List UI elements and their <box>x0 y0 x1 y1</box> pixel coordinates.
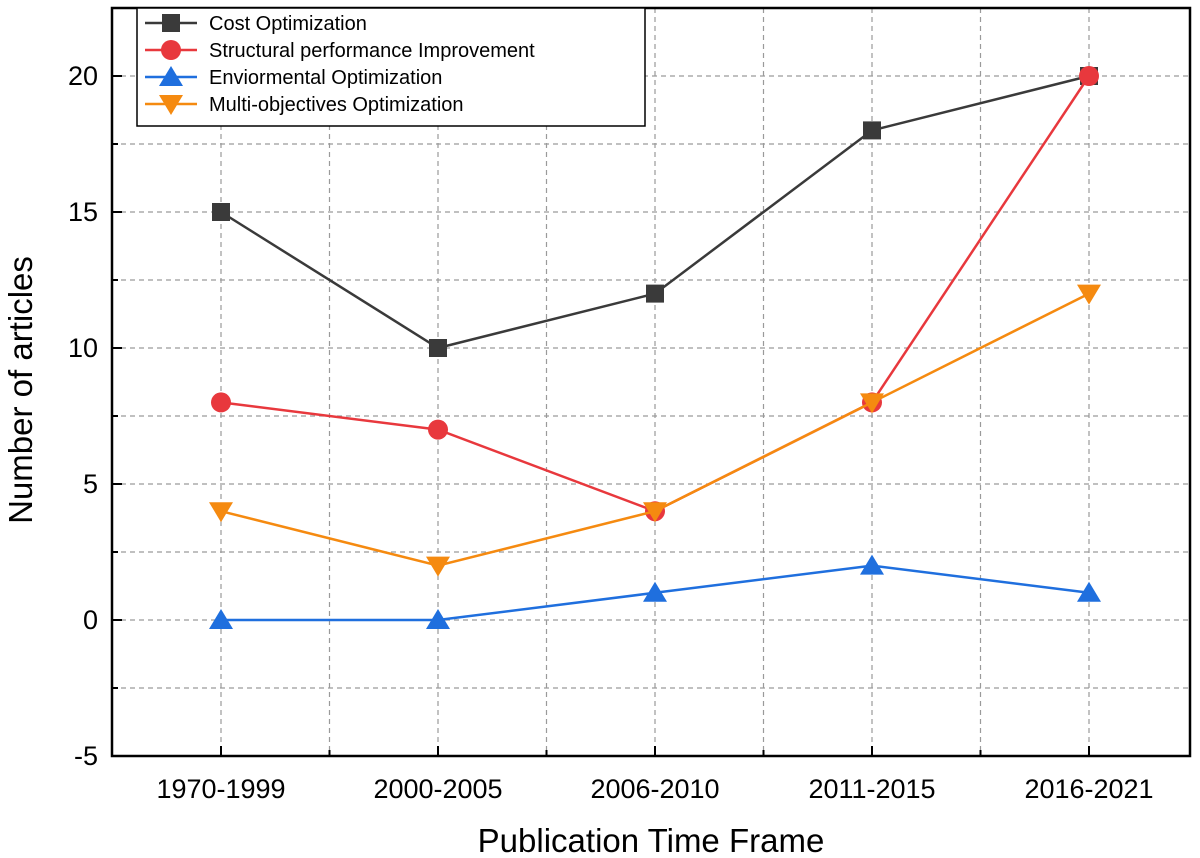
legend-item: Structural performance Improvement <box>145 40 535 62</box>
series-3 <box>209 284 1101 577</box>
y-axis-title: Number of articles <box>2 256 39 524</box>
legend-item: Cost Optimization <box>145 13 367 35</box>
data-point <box>643 581 667 602</box>
legend-marker <box>159 66 183 86</box>
data-point <box>211 392 231 413</box>
x-axis-title: Publication Time Frame <box>478 822 825 858</box>
axis-ticks: -5 0 5 10 15 20 1970-1999 2000-2005 2006-2010 201… <box>68 7 1154 804</box>
legend: Cost Optimization Structural performance … <box>136 7 646 127</box>
data-point <box>860 393 884 414</box>
series-layer <box>209 66 1101 629</box>
legend-box <box>136 7 646 127</box>
x-tick-label: 2011-2015 <box>808 774 935 804</box>
data-point <box>428 419 448 440</box>
legend-label: Enviormental Optimization <box>209 67 442 89</box>
x-tick-label: 2006-2010 <box>590 774 719 804</box>
grid-lines <box>112 8 1190 756</box>
legend-item: Enviormental Optimization <box>145 66 442 89</box>
data-point <box>863 121 881 140</box>
data-point <box>1079 66 1099 86</box>
data-point <box>209 502 233 523</box>
data-point <box>1077 581 1101 602</box>
data-point <box>1077 284 1101 305</box>
data-point <box>209 609 233 629</box>
data-point <box>643 502 667 523</box>
data-point <box>860 554 884 575</box>
legend-label: Structural performance Improvement <box>209 40 535 62</box>
legend-marker <box>162 14 180 32</box>
y-tick-label: 0 <box>83 605 98 635</box>
legend-marker <box>161 40 181 60</box>
y-tick-label: -5 <box>74 741 98 771</box>
legend-label: Cost Optimization <box>209 13 367 35</box>
series-2 <box>209 554 1101 629</box>
y-tick-label: 5 <box>83 469 98 499</box>
data-point <box>426 556 450 577</box>
x-tick-label: 2016-2021 <box>1024 774 1153 804</box>
data-point <box>646 284 664 303</box>
y-tick-label: 20 <box>68 61 98 91</box>
legend-item: Multi-objectives Optimization <box>145 94 464 116</box>
legend-label: Multi-objectives Optimization <box>209 94 464 116</box>
x-tick-label: 2000-2005 <box>373 774 502 804</box>
data-point <box>429 339 447 357</box>
plot-frame <box>110 6 1192 758</box>
x-tick-label: 1970-1999 <box>156 774 285 804</box>
y-tick-label: 10 <box>68 333 98 363</box>
legend-marker <box>159 95 183 115</box>
y-tick-label: 15 <box>68 197 98 227</box>
data-point <box>426 609 450 629</box>
data-point <box>212 203 230 221</box>
